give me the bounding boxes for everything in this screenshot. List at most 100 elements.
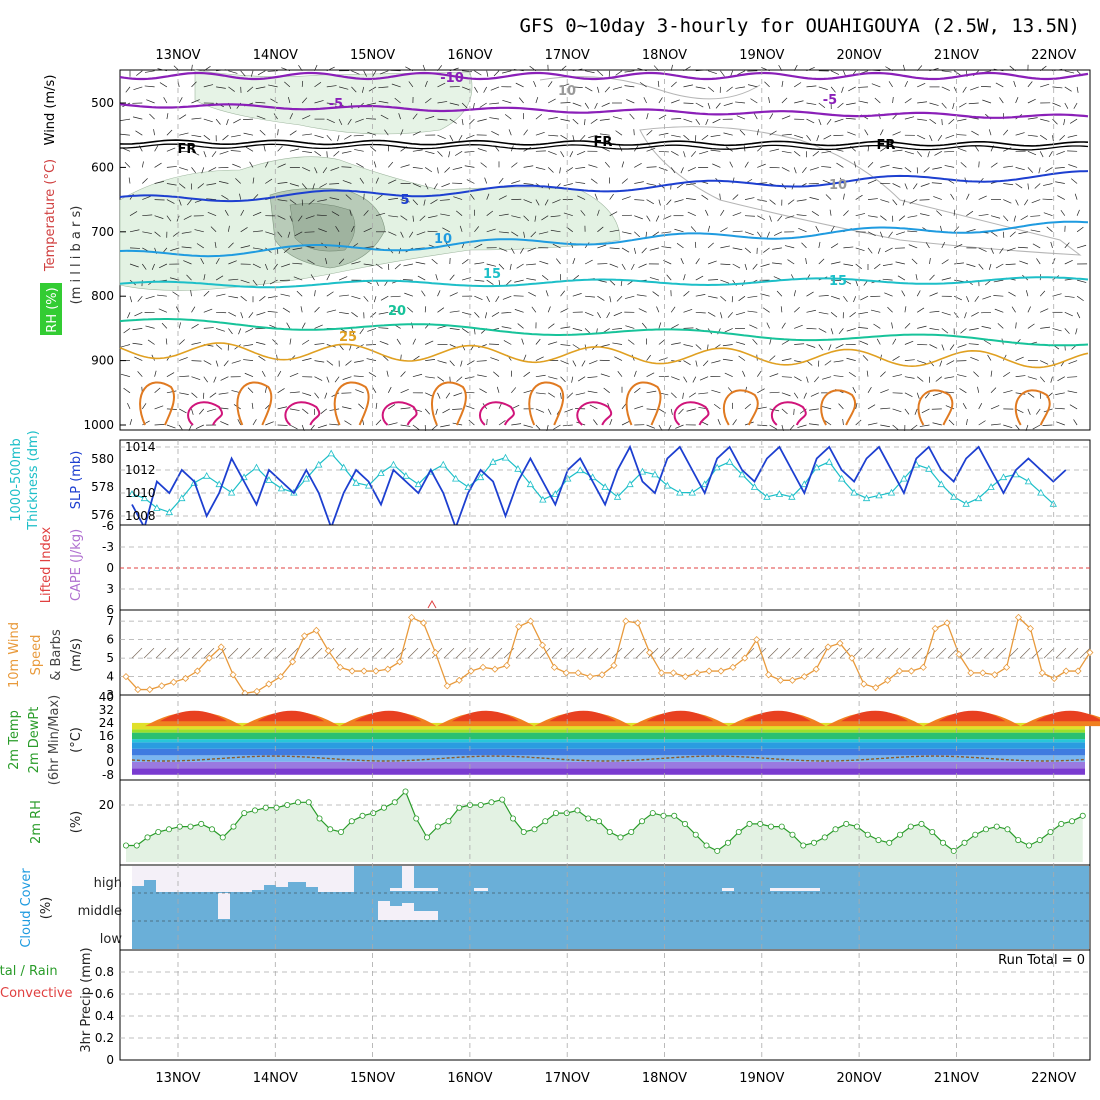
upper-barb — [203, 66, 211, 72]
upper-barb — [342, 180, 352, 184]
upper-barb — [600, 373, 610, 378]
upper-barb — [560, 360, 569, 365]
thickness-marker — [526, 480, 535, 488]
upper-barb — [652, 291, 660, 297]
upper-barb — [257, 70, 266, 76]
rh-marker — [983, 826, 990, 833]
upper-barb — [314, 324, 323, 329]
wind-barb — [551, 647, 563, 659]
upper-barb — [412, 183, 422, 188]
wind-marker — [646, 648, 654, 657]
rh-marker — [897, 831, 904, 838]
upper-barb — [223, 360, 229, 367]
upper-barb — [927, 151, 930, 158]
upper-barb — [853, 296, 857, 303]
wind-marker — [289, 658, 297, 666]
wind-marker — [515, 623, 523, 631]
precip-frame — [119, 949, 1091, 1061]
wind-axis-label: Wind (m/s) — [43, 75, 58, 146]
upper-barb — [978, 247, 987, 252]
upper-barb — [1027, 150, 1037, 156]
temp-band — [132, 729, 1085, 733]
rh-marker — [1047, 829, 1054, 836]
upper-barb — [999, 247, 1004, 254]
upper-barb — [277, 231, 283, 238]
upper-barb — [846, 102, 856, 106]
thickness-marker — [1037, 488, 1045, 496]
upper-barb — [870, 309, 881, 313]
upper-barb — [498, 231, 509, 234]
upper-barb — [1055, 181, 1065, 184]
wind-marker — [277, 673, 285, 681]
upper-barb — [572, 68, 583, 72]
wind-barb — [839, 647, 851, 659]
cloud-panel: high middle low Cloud Cover (%) — [19, 864, 1091, 951]
upper-barb — [247, 86, 254, 93]
upper-barb — [339, 294, 349, 297]
upper-barb — [186, 199, 192, 206]
high-cloud-1 — [132, 866, 156, 880]
upper-barb — [560, 376, 566, 383]
rh-marker — [746, 820, 753, 827]
upper-barb — [702, 360, 709, 367]
upper-barb — [577, 195, 586, 200]
upper-barb — [769, 373, 779, 378]
wind-barb — [563, 647, 575, 659]
upper-barb — [289, 130, 297, 136]
upper-barb — [546, 424, 549, 432]
thickness-marker — [875, 491, 883, 499]
upper-barb — [302, 167, 311, 172]
upper-barb — [252, 247, 263, 250]
upper-barb — [326, 151, 328, 158]
upper-barb — [597, 244, 607, 249]
upper-barb — [585, 295, 596, 298]
upper-barb — [265, 231, 275, 235]
upper-barb — [735, 311, 746, 316]
wind-tick-label: 4 — [106, 670, 114, 684]
upper-barb — [685, 198, 696, 200]
upper-barb — [1018, 231, 1028, 235]
temp-band — [132, 761, 1085, 769]
upper-barb — [859, 340, 869, 345]
upper-barb — [252, 194, 259, 200]
upper-barb — [566, 226, 574, 233]
upper-barb — [661, 231, 672, 234]
upper-barb — [142, 214, 153, 217]
upper-barb — [235, 178, 241, 184]
rh-marker — [886, 839, 893, 846]
upper-barb — [756, 129, 759, 136]
wind-marker — [705, 667, 713, 675]
upper-barb — [993, 295, 1004, 297]
upper-barb — [683, 134, 690, 141]
upper-barb — [461, 119, 464, 126]
upper-barb — [203, 134, 211, 141]
temp-hump-peak — [160, 710, 227, 722]
upper-barb — [1054, 167, 1065, 169]
upper-barb — [523, 165, 534, 168]
high-cloud-7 — [288, 866, 306, 882]
upper-barb — [941, 344, 945, 351]
rh-marker — [606, 829, 613, 836]
upper-barb — [968, 343, 979, 345]
upper-barb — [120, 373, 131, 378]
upper-barb — [794, 134, 804, 139]
temp-hump-peak — [1035, 710, 1100, 722]
upper-barb — [240, 295, 247, 302]
upper-barb — [707, 260, 717, 265]
wind-marker — [122, 673, 130, 681]
upper-barb — [880, 164, 890, 168]
upper-barb — [983, 339, 992, 345]
middle-cloud-2 — [378, 901, 390, 920]
rh-marker — [864, 831, 871, 838]
upper-barb — [237, 419, 242, 426]
upper-barb — [959, 388, 967, 394]
rh-marker — [1026, 842, 1033, 849]
upper-barb — [835, 344, 844, 349]
upper-barb — [715, 102, 721, 109]
upper-barb — [314, 64, 318, 71]
upper-barb — [855, 419, 862, 426]
upper-barb — [879, 231, 883, 238]
thickness-label-2: Thickness (dm) — [26, 430, 41, 530]
upper-barb — [1003, 424, 1013, 429]
upper-barb — [929, 118, 937, 124]
